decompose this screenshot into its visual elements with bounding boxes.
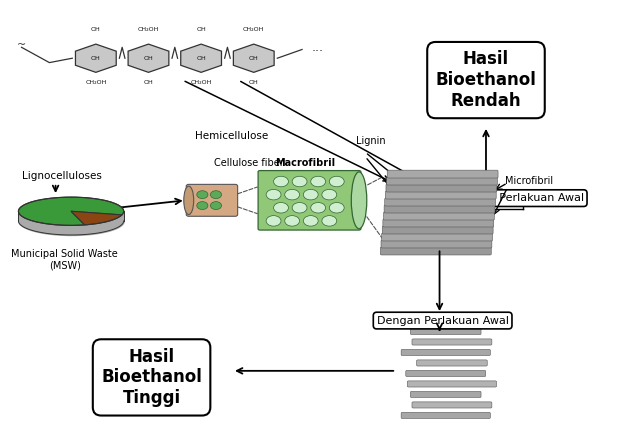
FancyBboxPatch shape	[410, 328, 481, 334]
Text: OH: OH	[91, 27, 100, 32]
Circle shape	[197, 191, 208, 198]
Circle shape	[273, 176, 289, 187]
Circle shape	[322, 189, 336, 200]
FancyBboxPatch shape	[385, 198, 495, 206]
Polygon shape	[181, 44, 221, 72]
Circle shape	[197, 202, 208, 209]
FancyBboxPatch shape	[382, 226, 493, 234]
Text: Macrofibril: Macrofibril	[275, 158, 336, 168]
Text: ~: ~	[17, 40, 26, 50]
Circle shape	[322, 216, 336, 226]
Circle shape	[285, 216, 300, 226]
Circle shape	[266, 189, 281, 200]
Circle shape	[311, 176, 326, 187]
Circle shape	[303, 216, 318, 226]
Text: Lignocelluloses: Lignocelluloses	[22, 171, 101, 181]
Text: OH: OH	[249, 56, 259, 61]
Circle shape	[273, 202, 289, 213]
Circle shape	[303, 189, 318, 200]
Text: Lignin: Lignin	[356, 136, 385, 146]
Polygon shape	[233, 44, 274, 72]
Circle shape	[292, 202, 307, 213]
Text: Cellulose: Cellulose	[142, 357, 192, 367]
Text: CH₂OH: CH₂OH	[190, 80, 212, 85]
FancyBboxPatch shape	[382, 233, 492, 241]
Circle shape	[211, 191, 221, 198]
Text: OH: OH	[249, 80, 259, 85]
Text: OH: OH	[197, 27, 206, 32]
Polygon shape	[71, 211, 122, 225]
Circle shape	[311, 202, 326, 213]
Text: Hasil
Bioethanol
Rendah: Hasil Bioethanol Rendah	[436, 50, 536, 110]
Text: OH: OH	[144, 56, 153, 61]
Text: Hemicellulose: Hemicellulose	[195, 131, 268, 141]
FancyBboxPatch shape	[384, 212, 494, 220]
Circle shape	[211, 202, 221, 209]
Text: Tanpa Perlakuan Awal: Tanpa Perlakuan Awal	[462, 193, 584, 203]
FancyBboxPatch shape	[387, 177, 497, 185]
FancyBboxPatch shape	[412, 339, 492, 345]
FancyBboxPatch shape	[417, 360, 487, 366]
FancyBboxPatch shape	[383, 219, 494, 227]
FancyBboxPatch shape	[386, 184, 497, 192]
FancyBboxPatch shape	[412, 402, 492, 408]
Text: OH: OH	[197, 56, 206, 61]
Text: ...: ...	[312, 41, 323, 54]
Text: Municipal Solid Waste
(MSW): Municipal Solid Waste (MSW)	[11, 249, 118, 270]
FancyBboxPatch shape	[387, 170, 498, 178]
FancyBboxPatch shape	[384, 205, 495, 213]
Text: Dengan Perlakuan Awal: Dengan Perlakuan Awal	[377, 315, 509, 326]
Text: Hasil
Bioethanol
Tinggi: Hasil Bioethanol Tinggi	[101, 348, 202, 407]
Text: CH₂OH: CH₂OH	[138, 27, 159, 32]
FancyBboxPatch shape	[406, 370, 486, 377]
Ellipse shape	[184, 186, 194, 215]
Text: CH₂OH: CH₂OH	[85, 80, 106, 85]
FancyBboxPatch shape	[401, 349, 490, 356]
Polygon shape	[128, 44, 169, 72]
FancyBboxPatch shape	[186, 184, 238, 216]
Polygon shape	[76, 44, 116, 72]
FancyBboxPatch shape	[410, 392, 481, 397]
Ellipse shape	[351, 172, 367, 229]
FancyBboxPatch shape	[380, 247, 491, 255]
FancyBboxPatch shape	[407, 381, 497, 387]
FancyBboxPatch shape	[258, 171, 361, 230]
FancyBboxPatch shape	[381, 240, 492, 248]
Text: CH₂OH: CH₂OH	[243, 27, 265, 32]
Circle shape	[292, 176, 307, 187]
FancyBboxPatch shape	[385, 191, 496, 199]
Text: Microfibril: Microfibril	[504, 176, 553, 186]
Circle shape	[329, 202, 344, 213]
Circle shape	[329, 176, 344, 187]
Circle shape	[285, 189, 300, 200]
FancyBboxPatch shape	[401, 412, 490, 418]
Text: OH: OH	[91, 56, 100, 61]
Text: Cellulose fiber: Cellulose fiber	[214, 158, 283, 168]
Text: OH: OH	[144, 80, 153, 85]
Polygon shape	[18, 197, 124, 225]
Circle shape	[266, 216, 281, 226]
